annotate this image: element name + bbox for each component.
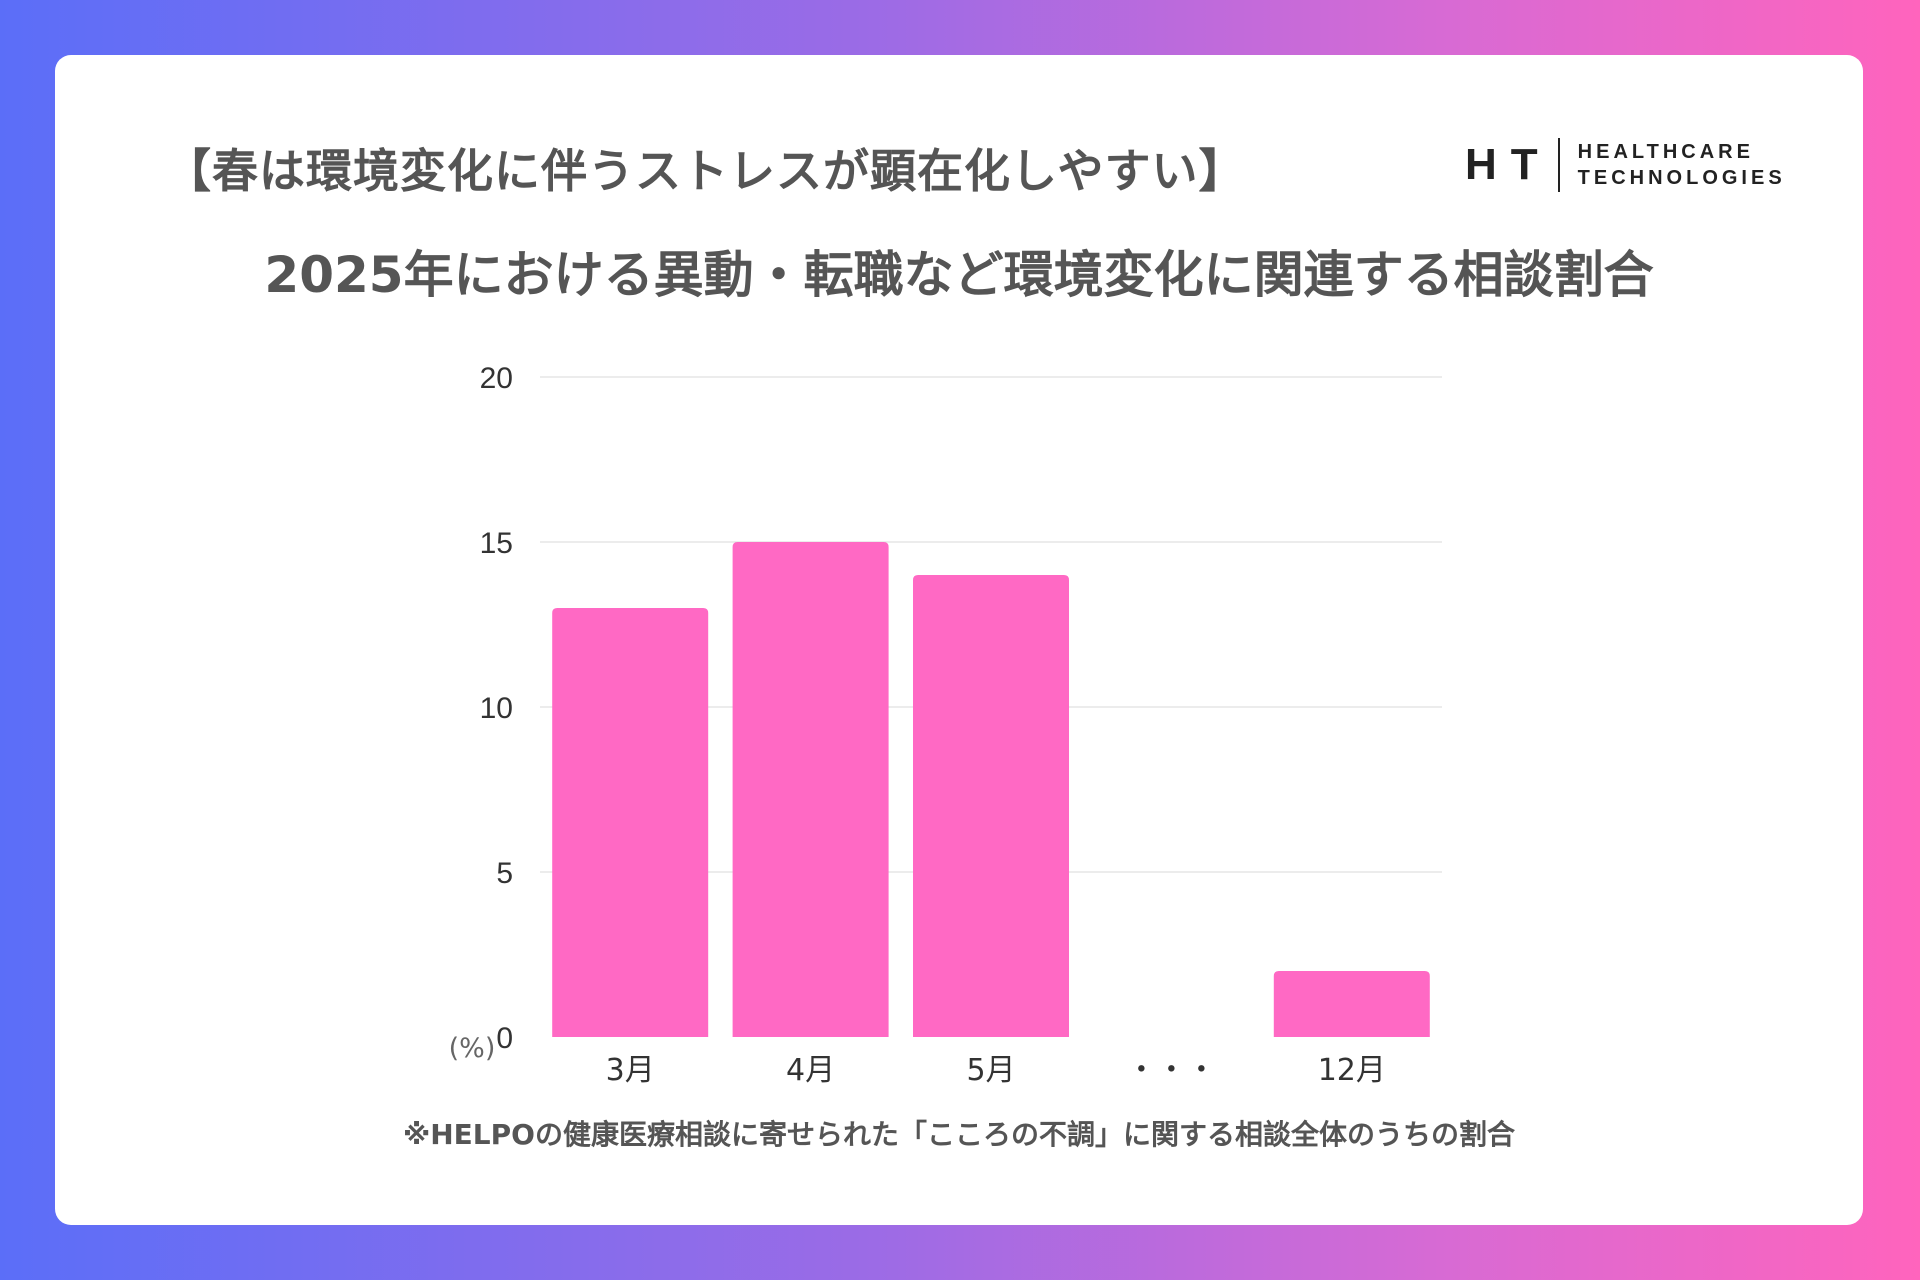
logo-line-1: HEALTHCARE: [1577, 141, 1754, 163]
chart-title: 2025年における異動・転職など環境変化に関連する相談割合: [264, 246, 1654, 304]
bar-chart: 0 5 10 15 20 (%) 3月 4月 5月 ・・・ 12月: [449, 362, 1442, 1088]
logo-mark: HT: [1465, 140, 1552, 189]
bar-5: [1273, 971, 1430, 1037]
x-tick-label: 5月: [966, 1053, 1015, 1088]
bar-2: [732, 542, 889, 1037]
y-tick-label: 5: [496, 857, 513, 890]
y-tick-label: 10: [480, 692, 513, 725]
chart-subtitle: 【春は環境変化に伴うストレスが顕在化しやすい】: [165, 144, 1246, 198]
y-tick-label: 20: [480, 362, 513, 395]
logo-divider: [1557, 138, 1560, 192]
logo-wordmark: HEALTHCARE TECHNOLOGIES: [1578, 139, 1786, 191]
y-tick-label: 15: [480, 527, 513, 560]
logo-line-2: TECHNOLOGIES: [1577, 167, 1786, 189]
chart-footnote: ※HELPOの健康医療相談に寄せられた「こころの不調」に関する相談全体のうちの割…: [403, 1118, 1515, 1151]
company-logo: HT HEALTHCARE TECHNOLOGIES: [1465, 137, 1786, 193]
x-tick-label: 3月: [606, 1053, 655, 1088]
x-tick-label: 4月: [786, 1053, 835, 1088]
bar-1: [552, 608, 709, 1037]
y-unit-label: (%): [449, 1033, 496, 1064]
chart-card: 【春は環境変化に伴うストレスが顕在化しやすい】 HT HEALTHCARE TE…: [55, 55, 1863, 1225]
x-tick-label: 12月: [1318, 1053, 1386, 1088]
x-tick-label: ・・・: [1126, 1053, 1216, 1088]
y-tick-label: 0: [496, 1022, 513, 1055]
bar-3: [913, 575, 1069, 1037]
